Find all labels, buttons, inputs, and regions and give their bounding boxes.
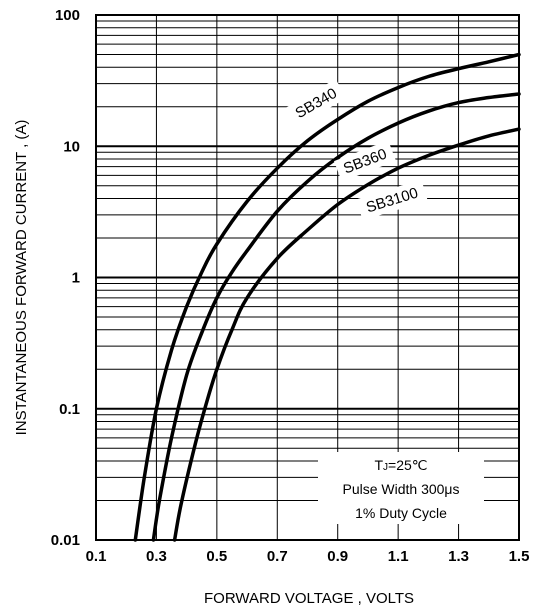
annotation-duty-cycle: 1% Duty Cycle: [355, 505, 447, 521]
series-line-sb360: [151, 92, 521, 542]
series-line-sb3100: [172, 127, 521, 542]
x-tick-label: 1.1: [388, 548, 409, 565]
chart-tick-labels: 0.1 0.3 0.5 0.7 0.9 1.1 1.3 1.5 0.01 0.1 1 10 100: [51, 7, 530, 565]
y-tick-label: 10: [63, 138, 80, 155]
x-tick-label: 0.5: [206, 548, 227, 565]
y-tick-label: 1: [72, 270, 80, 287]
chart-curves: [133, 52, 521, 542]
y-tick-label: 100: [55, 7, 80, 24]
x-tick-label: 1.3: [448, 548, 469, 565]
series-label-background: [285, 78, 347, 128]
series-line-sb340: [133, 52, 521, 542]
conditions-box: TJ=25℃ Pulse Width 300μs 1% Duty Cycle: [318, 452, 484, 524]
annotation-pulse-width: Pulse Width 300μs: [342, 481, 459, 497]
x-tick-label: 0.7: [267, 548, 288, 565]
x-tick-label: 0.1: [86, 548, 107, 565]
x-tick-label: 0.9: [327, 548, 348, 565]
plot-frame: [95, 14, 520, 541]
series-label-sb360: SB360: [333, 140, 397, 182]
annotation-junction-temp: TJ=25℃: [374, 457, 427, 473]
series-label-background: [356, 179, 428, 221]
conditions-box-background: [318, 452, 484, 524]
series-label-background: [333, 140, 397, 182]
y-tick-label: 0.1: [59, 401, 80, 418]
x-tick-label: 1.5: [509, 548, 530, 565]
y-axis-label: INSTANTANEOUS FORWARD CURRENT , (A): [13, 120, 30, 436]
y-tick-label: 0.01: [51, 532, 80, 549]
x-axis-label: FORWARD VOLTAGE , VOLTS: [204, 590, 414, 607]
x-tick-label: 0.3: [146, 548, 167, 565]
chart-grid: [96, 15, 519, 541]
